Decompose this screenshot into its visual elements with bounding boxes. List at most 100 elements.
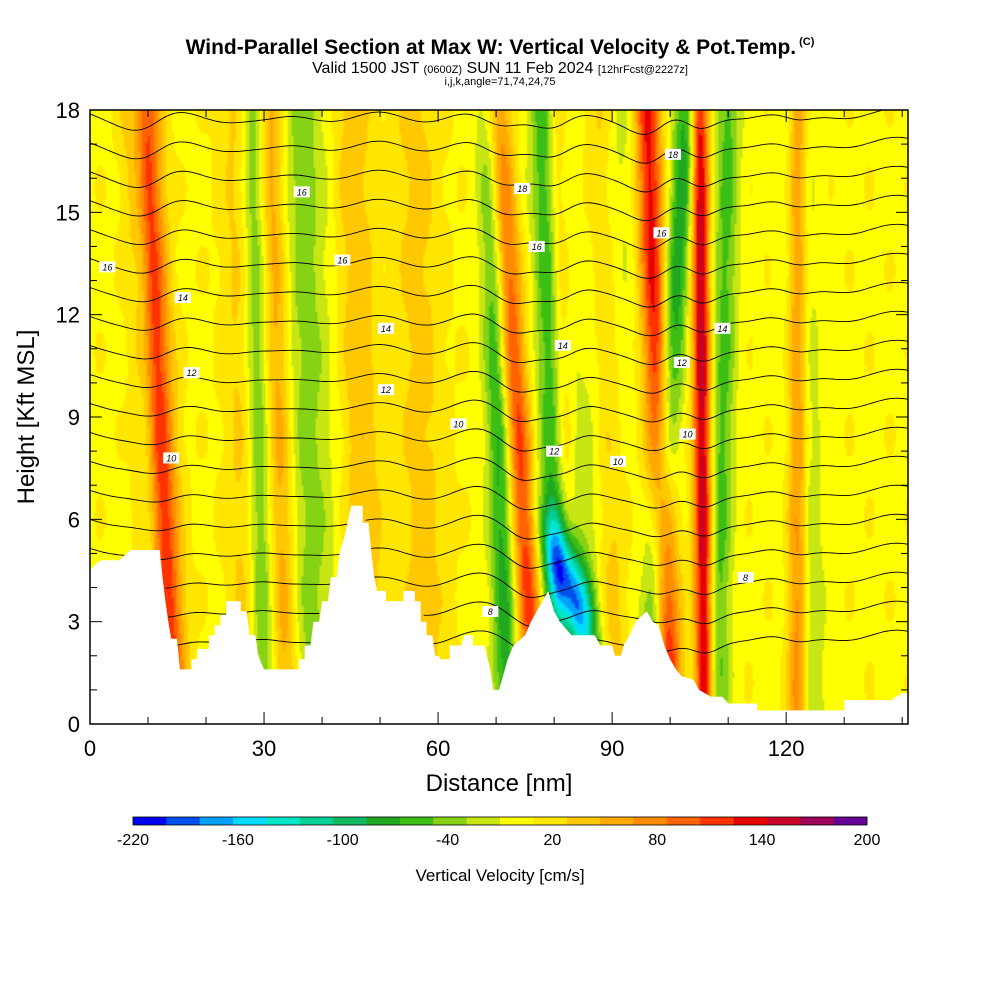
chart-title-text: Wind-Parallel Section at Max W: Vertical… [185, 36, 797, 59]
ijk-line: i,j,k,angle=71,74,24,75 [0, 76, 1000, 88]
contour-label: 8 [488, 607, 493, 617]
theta-contour [90, 194, 908, 222]
contour-label: 10 [613, 457, 623, 467]
x-tick-label: 90 [600, 736, 624, 761]
x-tick-label: 30 [252, 736, 276, 761]
contour-label-bg [293, 186, 310, 198]
contour-label-bg [546, 445, 563, 457]
colorbar-swatch [133, 817, 167, 825]
contour-label-bg [514, 182, 531, 194]
contour-label-bg [673, 356, 690, 368]
colorbar-swatch [733, 817, 768, 825]
colorbar-swatch [266, 817, 301, 825]
contour-label-bg [554, 339, 571, 351]
x-tick-label: 60 [426, 736, 450, 761]
contour-label: 14 [717, 324, 727, 334]
colorbar-swatch [700, 817, 734, 825]
x-axis: 0 30 60 90 120 [84, 110, 903, 761]
theta-contour [90, 281, 908, 308]
y-tick-label: 12 [56, 303, 80, 328]
contour-label: 12 [549, 447, 559, 457]
contour-label-bg [528, 240, 545, 252]
y-tick-label: 0 [68, 712, 80, 737]
chart-title: Wind-Parallel Section at Max W: Vertical… [0, 36, 1000, 60]
contour-label-bg [679, 428, 696, 440]
valid-time-line: Valid 1500 JST (0600Z) SUN 11 Feb 2024 [… [0, 60, 1000, 78]
contour-label: 16 [337, 256, 347, 266]
colorbar-swatch [566, 817, 601, 825]
contour-label-bg [377, 384, 394, 396]
colorbar-swatch [466, 817, 501, 825]
contour-label-bg [665, 148, 682, 160]
contour-label-bg [714, 322, 731, 334]
theta-contour [90, 513, 908, 540]
x-axis-title: Distance [nm] [426, 770, 573, 797]
theta-contour [90, 136, 908, 164]
y-tick-label: 6 [68, 507, 80, 532]
colorbar-tick-label: -220 [117, 832, 149, 849]
colorbar-swatch [366, 817, 401, 825]
colorbar-title: Vertical Velocity [cm/s] [415, 866, 584, 885]
colorbar-tick-label: 200 [854, 832, 881, 849]
contour-labels: 16 14 12 10 16 16 14 12 10 8 18 16 14 12 10 18 16 12 10 14 8 [99, 148, 754, 617]
contour-label: 12 [381, 385, 391, 395]
contour-label-bg [334, 254, 351, 266]
contour-label-bg [99, 261, 116, 273]
valid-date: SUN 11 Feb 2024 [466, 60, 594, 77]
colorbar-frame [132, 816, 868, 826]
contour-label: 16 [532, 242, 542, 252]
colorbar-swatch [333, 817, 367, 825]
colorbar-swatch [500, 817, 534, 825]
colorbar-tick-label: -160 [222, 832, 254, 849]
theta-contour [171, 629, 908, 654]
theta-contour [90, 339, 908, 365]
contour-label: 10 [453, 419, 463, 429]
terrain-mask [90, 505, 908, 724]
theta-contour [90, 368, 908, 394]
colorbar-swatch [633, 817, 668, 825]
contour-label: 18 [668, 150, 678, 160]
contour-label-bg [737, 571, 754, 583]
colorbar-tick-label: -100 [327, 832, 359, 849]
theta-contour [165, 571, 908, 598]
contour-label-bg [174, 292, 191, 304]
colorbar-swatch [666, 817, 701, 825]
y-tick-label: 9 [68, 405, 80, 430]
y-axis: 0 3 6 9 12 15 18 [56, 98, 908, 737]
colorbar-swatch [199, 817, 234, 825]
contour-label: 18 [517, 184, 527, 194]
contour-label: 14 [178, 293, 188, 303]
colorbar-swatch [433, 817, 467, 825]
contour-label: 16 [656, 228, 666, 238]
valid-utc: (0600Z) [423, 64, 463, 76]
forecast-info: [12hrFcst@2227z] [597, 64, 688, 76]
theta-contour [90, 110, 886, 135]
contour-label-bg [163, 452, 180, 464]
colorbar-swatch [166, 817, 201, 825]
contour-label: 10 [166, 453, 176, 463]
velocity-heatmap [90, 110, 908, 724]
contour-label-bg [450, 418, 467, 430]
theta-contour [90, 310, 908, 337]
ijk-text: i,j,k,angle=71,74,24,75 [444, 76, 556, 88]
theta-contour [90, 165, 908, 193]
colorbar-swatch [299, 817, 334, 825]
y-tick-label: 3 [68, 610, 80, 635]
colorbar-swatch [800, 817, 834, 825]
contour-label-bg [609, 455, 626, 467]
contour-label: 12 [187, 368, 197, 378]
colorbar-tick-label: 140 [749, 832, 776, 849]
contour-label: 14 [381, 324, 391, 334]
theta-contour [90, 252, 908, 279]
y-axis-title: Height [Kft MSL] [13, 330, 40, 505]
colorbar-tick-label: -40 [436, 832, 459, 849]
contour-label: 12 [677, 358, 687, 368]
colorbar-swatch [600, 817, 634, 825]
potential-temperature-contours [90, 110, 908, 654]
colorbar: -220 -160 -100 -40 20 80 140 200 [117, 816, 881, 849]
theta-contour [90, 455, 908, 481]
contour-label: 10 [683, 430, 693, 440]
x-tick-label: 0 [84, 736, 96, 761]
contour-label: 14 [558, 341, 568, 351]
